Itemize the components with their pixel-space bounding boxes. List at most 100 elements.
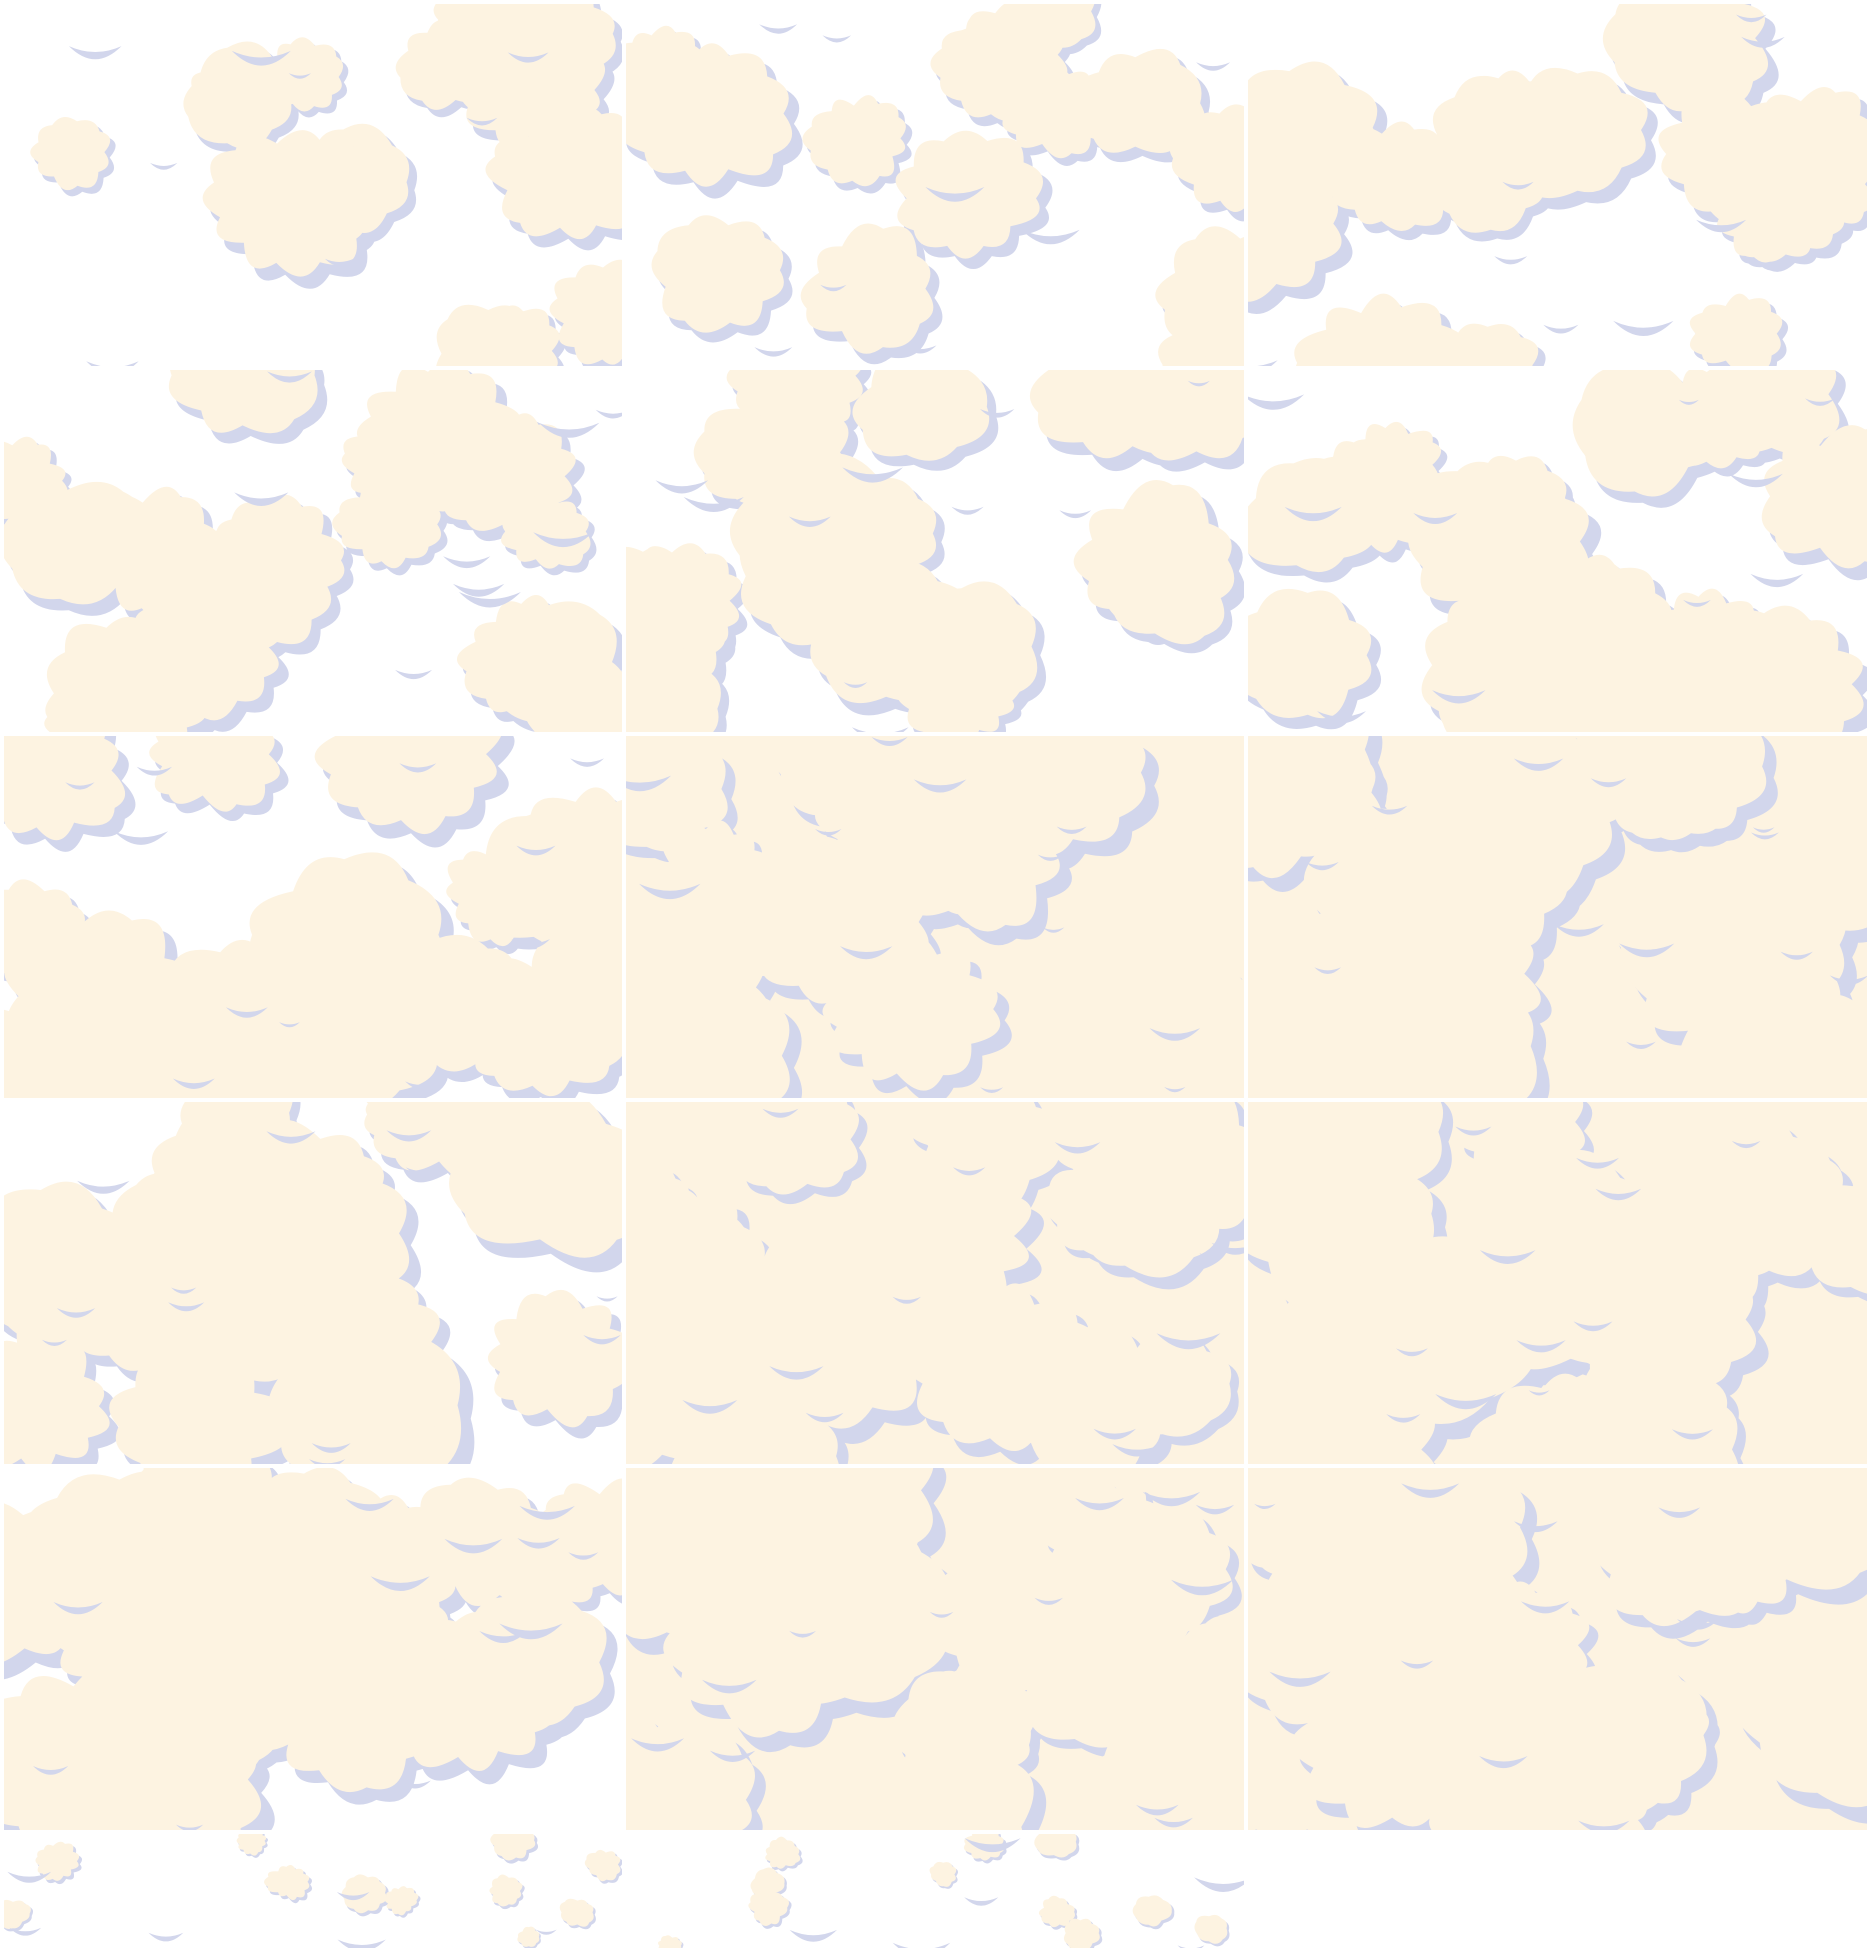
cloud-puff (4, 436, 68, 523)
cloud-crease (1371, 805, 1408, 815)
cloud-crease (345, 1498, 394, 1511)
cloud-puff (1339, 421, 1442, 511)
cloud-puff (433, 4, 557, 63)
cloud-crease (925, 187, 985, 202)
cloud-puff (168, 370, 318, 434)
cloud-crease (1619, 943, 1675, 958)
cloud-puff (1320, 121, 1457, 232)
cloud-crease (1678, 399, 1699, 405)
cloud-puff (626, 1351, 688, 1464)
cloud-puff (931, 1546, 1080, 1691)
cloud-crease (1211, 1242, 1244, 1255)
cloud-crease (1317, 711, 1366, 724)
cloud-puff (800, 223, 934, 354)
cloud-crease (980, 1087, 1004, 1093)
cloud-crease (1401, 1483, 1460, 1498)
cloud-puff (1457, 1102, 1585, 1187)
cloud-puff (626, 43, 793, 187)
cloud-puff (748, 1889, 790, 1927)
cloud-crease (1194, 1877, 1244, 1892)
cloud-crease (1054, 1142, 1101, 1154)
cloud-crease (709, 1750, 756, 1762)
cloud-puff (906, 1102, 1033, 1173)
cloud-puff (584, 1849, 621, 1882)
cloud-crease (1112, 1444, 1162, 1457)
cloud-crease (9, 1927, 42, 1936)
cloud-crease (759, 24, 798, 34)
cloud-puff (1290, 1644, 1513, 1828)
cloud-puff (549, 259, 622, 365)
cloud-puff (1121, 1330, 1232, 1437)
cloud-crease (953, 1167, 986, 1176)
cloud-puff (626, 543, 742, 651)
cloud-frame (4, 1834, 622, 1948)
cloud-puff (765, 1836, 801, 1869)
cloud-puff (930, 10, 1056, 121)
cloud-crease (234, 492, 289, 506)
cloud-puff (1542, 1656, 1707, 1814)
cloud-crease (1741, 36, 1785, 48)
cloud-frame (626, 736, 1244, 1098)
cloud-crease (892, 1942, 951, 1948)
cloud-puff (802, 95, 906, 187)
cloud-crease (1750, 573, 1804, 588)
cloud-crease (1195, 1504, 1235, 1515)
cloud-crease (1675, 1638, 1711, 1647)
cloud-puff (239, 1155, 410, 1307)
cloud-crease (840, 946, 893, 960)
cloud-crease (77, 1180, 130, 1194)
cloud-puff (4, 879, 87, 986)
cloud-crease (7, 1871, 52, 1883)
cloud-crease (386, 1130, 432, 1142)
cloud-puff (30, 116, 111, 191)
cloud-crease (1696, 219, 1747, 233)
cloud-puff (1469, 1373, 1675, 1464)
cloud-crease (1750, 832, 1779, 840)
cloud-crease (903, 345, 937, 354)
frame-background (626, 1834, 1244, 1948)
cloud-crease (370, 1576, 430, 1591)
cloud-crease (56, 1308, 96, 1318)
cloud-crease (309, 1459, 346, 1464)
cloud-crease (1413, 513, 1458, 524)
cloud-crease (1513, 758, 1564, 771)
cloud-crease (479, 1631, 528, 1643)
cloud-crease (267, 371, 312, 383)
cloud-crease (595, 409, 622, 419)
cloud-puff (1294, 293, 1467, 366)
cloud-crease (1093, 1428, 1136, 1440)
cloud-puff (131, 578, 279, 721)
cloud-crease (225, 1007, 268, 1018)
cloud-puff (626, 736, 728, 852)
cloud-crease (820, 284, 847, 292)
cloud-puff (901, 1283, 1102, 1452)
cloud-puff (1689, 293, 1783, 366)
cloud-crease (1142, 1491, 1201, 1507)
cloud-puff (487, 1289, 622, 1428)
cloud-puff (750, 1867, 785, 1898)
cloud-crease (336, 1892, 370, 1901)
cloud-puff (1071, 1132, 1220, 1278)
cloud-crease (499, 1623, 563, 1640)
cloud-crease (1479, 1756, 1528, 1769)
cloud-crease (1677, 1619, 1719, 1630)
cloud-puff (559, 1898, 594, 1927)
cloud-puff (1080, 1007, 1244, 1098)
cloud-crease (453, 583, 505, 597)
cloud-crease (399, 1780, 431, 1789)
cloud-crease (1021, 229, 1080, 245)
cloud-puff (4, 736, 126, 841)
cloud-crease (1735, 14, 1767, 23)
cloud-crease (1573, 1321, 1613, 1332)
cloud-puff (735, 1102, 859, 1195)
cloud-crease (1177, 1945, 1205, 1948)
cloud-puff (892, 1665, 1032, 1787)
cloud-crease (655, 480, 709, 494)
cloud-puff (501, 492, 591, 569)
cloud-crease (1578, 1820, 1630, 1830)
cloud-puff (236, 1834, 267, 1856)
cloud-puff (1248, 1468, 1454, 1598)
cloud-frame (626, 370, 1244, 732)
cloud-crease (1156, 1333, 1221, 1350)
cloud-puff (626, 1007, 743, 1098)
